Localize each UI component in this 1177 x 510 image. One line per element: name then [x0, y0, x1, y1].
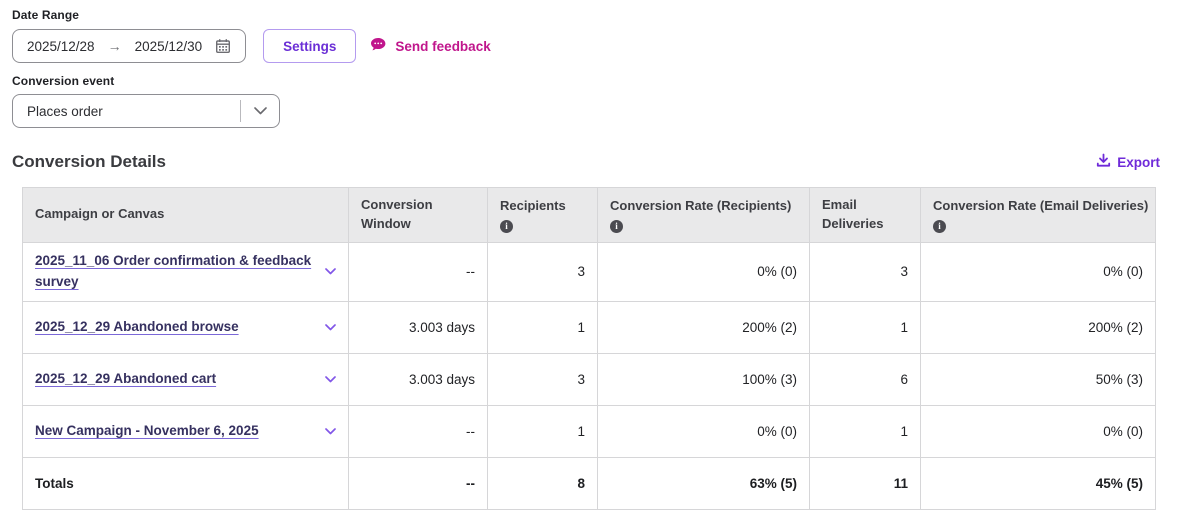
totals-cr-email-deliveries: 45% (5) [920, 456, 1156, 510]
chevron-down-icon[interactable] [325, 427, 336, 435]
cell-cr-recipients: 0% (0) [597, 241, 810, 302]
table-row: New Campaign - November 6, 2025 -- 1 0% … [22, 404, 1156, 458]
col-header-conversion-window: Conversion Window [348, 187, 488, 243]
totals-email-deliveries: 11 [809, 456, 921, 510]
conversion-event-select[interactable]: Places order [12, 94, 280, 128]
chevron-down-icon[interactable] [325, 268, 336, 275]
conversion-event-value: Places order [27, 103, 103, 119]
conversion-event-label: Conversion event [12, 74, 115, 88]
filters-panel: Date Range 2025/12/28 → 2025/12/30 Setti… [0, 0, 1177, 128]
download-icon [1096, 153, 1111, 171]
info-icon[interactable]: i [610, 219, 623, 233]
cell-conversion-window: -- [348, 241, 488, 302]
chevron-down-icon[interactable] [325, 375, 336, 383]
date-start-value: 2025/12/28 [27, 38, 95, 54]
select-divider [240, 100, 241, 122]
chevron-down-icon [241, 107, 279, 115]
col-header-cr-recipients: Conversion Rate (Recipients) i [597, 187, 810, 243]
totals-label: Totals [22, 456, 349, 510]
speech-bubble-icon [370, 37, 387, 55]
cell-recipients: 1 [487, 300, 598, 354]
table-row: 2025_12_29 Abandoned browse 3.003 days 1… [22, 300, 1156, 354]
col-header-email-deliveries: Email Deliveries [809, 187, 921, 243]
calendar-icon [215, 38, 231, 54]
totals-recipients: 8 [487, 456, 598, 510]
cell-conversion-window: 3.003 days [348, 352, 488, 406]
campaign-link[interactable]: 2025_11_06 Order confirmation & feedback… [35, 252, 312, 289]
cell-email-deliveries: 1 [809, 300, 921, 354]
export-button[interactable]: Export [1096, 153, 1160, 171]
totals-conversion-window: -- [348, 456, 488, 510]
cell-recipients: 3 [487, 241, 598, 302]
arrow-right-icon: → [107, 38, 122, 54]
totals-cr-recipients: 63% (5) [597, 456, 810, 510]
cell-cr-recipients: 0% (0) [597, 404, 810, 458]
cell-recipients: 1 [487, 404, 598, 458]
table-row: 2025_12_29 Abandoned cart 3.003 days 3 1… [22, 352, 1156, 406]
table-row: 2025_11_06 Order confirmation & feedback… [22, 241, 1156, 302]
settings-button[interactable]: Settings [263, 29, 357, 63]
col-header-campaign: Campaign or Canvas [22, 187, 349, 243]
info-icon[interactable]: i [933, 219, 946, 233]
campaign-link[interactable]: New Campaign - November 6, 2025 [35, 422, 259, 438]
cell-cr-email-deliveries: 50% (3) [920, 352, 1156, 406]
totals-row: Totals -- 8 63% (5) 11 45% (5) [22, 456, 1156, 510]
col-header-cr-email-deliveries: Conversion Rate (Email Deliveries) i [920, 187, 1156, 243]
send-feedback-link[interactable]: Send feedback [370, 37, 491, 55]
table-header-row: Campaign or Canvas Conversion Window Rec… [22, 187, 1156, 243]
campaign-link[interactable]: 2025_12_29 Abandoned cart [35, 370, 217, 386]
cell-recipients: 3 [487, 352, 598, 406]
chevron-down-icon[interactable] [325, 323, 336, 331]
conversion-details-table: Campaign or Canvas Conversion Window Rec… [22, 187, 1156, 510]
campaign-link[interactable]: 2025_12_29 Abandoned browse [35, 318, 239, 334]
date-range-picker[interactable]: 2025/12/28 → 2025/12/30 [12, 29, 247, 63]
info-icon[interactable]: i [500, 219, 513, 233]
cell-cr-email-deliveries: 200% (2) [920, 300, 1156, 354]
page-title: Conversion Details [12, 152, 166, 171]
cell-email-deliveries: 1 [809, 404, 921, 458]
cell-cr-recipients: 100% (3) [597, 352, 810, 406]
cell-cr-recipients: 200% (2) [597, 300, 810, 354]
cell-conversion-window: -- [348, 404, 488, 458]
send-feedback-label: Send feedback [395, 38, 491, 54]
export-label: Export [1117, 154, 1160, 170]
cell-conversion-window: 3.003 days [348, 300, 488, 354]
date-range-label: Date Range [12, 8, 80, 22]
cell-email-deliveries: 6 [809, 352, 921, 406]
cell-cr-email-deliveries: 0% (0) [920, 241, 1156, 302]
cell-email-deliveries: 3 [809, 241, 921, 302]
cell-cr-email-deliveries: 0% (0) [920, 404, 1156, 458]
date-end-value: 2025/12/30 [134, 38, 203, 54]
col-header-recipients: Recipients i [487, 187, 598, 243]
